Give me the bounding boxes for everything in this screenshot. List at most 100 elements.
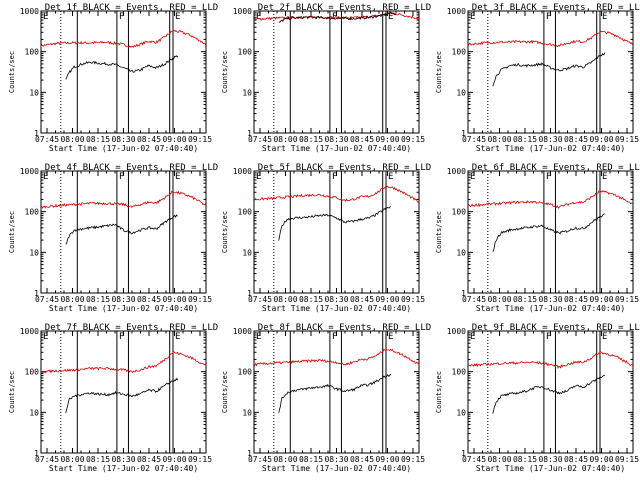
corner-marker-label: E [43, 172, 48, 182]
y-tick-label: 10 [242, 248, 252, 257]
y-tick-label: 1 [461, 289, 466, 298]
y-tick-label: 1000 [233, 7, 252, 16]
x-tick-label: 09:00 [162, 135, 186, 144]
y-tick-label: 1 [34, 129, 39, 138]
x-tick-label: 09:15 [401, 295, 425, 304]
x-tick-label: 09:15 [615, 135, 639, 144]
x-tick-label: 08:30 [324, 295, 348, 304]
lld-series-line [40, 29, 207, 48]
y-tick-label: 100 [238, 48, 253, 57]
event-marker-label: E [175, 332, 180, 342]
chart-title: Det 4f BLACK = Events, RED = LLD [45, 163, 218, 173]
events-series-line [278, 373, 392, 413]
chart-panel: Det 5f BLACK = Events, RED = LLD 1 10 100 10… [221, 163, 431, 313]
lld-series-line [253, 348, 420, 367]
event-marker-label: F [546, 12, 551, 22]
event-marker-label: E [388, 332, 393, 342]
y-tick-label: 1 [461, 129, 466, 138]
chart-title: Det 3f BLACK = Events, RED = LLD [472, 3, 640, 13]
y-tick-label: 100 [238, 368, 253, 377]
x-tick-label: 08:15 [86, 455, 110, 464]
plot-frame [467, 10, 634, 134]
x-tick-label: 08:00 [487, 295, 511, 304]
chart-panel: Det 8f BLACK = Events, RED = LLD 1 10 100 10… [221, 323, 431, 473]
x-tick-label: 09:00 [162, 455, 186, 464]
y-tick-label: 10 [242, 408, 252, 417]
x-tick-label: 08:00 [60, 135, 84, 144]
x-tick-label: 09:00 [375, 295, 399, 304]
event-marker-label: F [119, 172, 124, 182]
x-tick-label: 07:45 [462, 295, 486, 304]
x-tick-label: 08:45 [564, 135, 588, 144]
chart-title: Det 2f BLACK = Events, RED = LLD [258, 3, 431, 13]
y-tick-label: 10 [29, 408, 39, 417]
x-tick-label: 08:15 [513, 455, 537, 464]
x-tick-label: 09:00 [589, 455, 613, 464]
x-tick-label: 08:30 [538, 455, 562, 464]
y-tick-label: 1000 [233, 327, 252, 336]
y-axis-label: Counts/sec [8, 51, 16, 93]
x-axis-label: Start Time (17-Jun-02 07:40:40) [476, 304, 625, 313]
x-tick-label: 08:00 [60, 455, 84, 464]
event-marker-label: E [602, 12, 607, 22]
x-tick-label: 08:30 [324, 455, 348, 464]
y-tick-label: 1000 [20, 7, 39, 16]
y-tick-label: 100 [238, 208, 253, 217]
y-axis-label: Counts/sec [221, 211, 229, 253]
x-tick-label: 08:00 [487, 135, 511, 144]
event-marker-label: F [546, 172, 551, 182]
y-tick-label: 1 [34, 289, 39, 298]
event-marker-label: E [388, 12, 393, 22]
event-marker-label: F [119, 12, 124, 22]
y-tick-label: 1000 [447, 7, 466, 16]
x-tick-label: 08:45 [137, 295, 161, 304]
chart-panel: Det 1f BLACK = Events, RED = LLD 1 10 100 10… [8, 3, 218, 153]
x-tick-label: 08:00 [273, 135, 297, 144]
y-tick-label: 10 [29, 88, 39, 97]
event-marker-label: E [175, 172, 180, 182]
events-series-line [65, 55, 179, 80]
x-axis-label: Start Time (17-Jun-02 07:40:40) [476, 464, 625, 473]
event-marker-label: E [175, 12, 180, 22]
x-tick-label: 09:15 [401, 135, 425, 144]
y-tick-label: 1 [247, 129, 252, 138]
x-tick-label: 07:45 [462, 135, 486, 144]
x-tick-label: 08:00 [60, 295, 84, 304]
chart-title: Det 7f BLACK = Events, RED = LLD [45, 323, 218, 333]
plot-frame [467, 170, 634, 294]
y-tick-label: 1 [247, 289, 252, 298]
events-series-line [278, 206, 392, 241]
chart-title: Det 9f BLACK = Events, RED = LLD [472, 323, 640, 333]
event-marker-label: E [602, 332, 607, 342]
y-axis-label: Counts/sec [435, 211, 443, 253]
corner-marker-label: E [256, 172, 261, 182]
plot-frame [253, 330, 420, 454]
corner-marker-label: E [43, 12, 48, 22]
y-tick-label: 100 [452, 48, 467, 57]
plot-frame [40, 330, 207, 454]
y-tick-label: 100 [452, 208, 467, 217]
plot-frame [467, 330, 634, 454]
events-series-line [65, 214, 178, 245]
lld-series-line [467, 30, 634, 48]
events-series-line [492, 213, 606, 252]
x-tick-label: 09:15 [615, 455, 639, 464]
x-axis-label: Start Time (17-Jun-02 07:40:40) [49, 144, 198, 153]
chart-panel: Det 6f BLACK = Events, RED = LLD 1 10 100 10… [435, 163, 640, 313]
events-series-line [278, 11, 396, 23]
x-tick-label: 08:45 [350, 135, 374, 144]
x-tick-label: 07:45 [248, 135, 272, 144]
x-axis-label: Start Time (17-Jun-02 07:40:40) [49, 464, 198, 473]
x-axis-label: Start Time (17-Jun-02 07:40:40) [476, 144, 625, 153]
x-tick-label: 08:30 [111, 455, 135, 464]
x-tick-label: 08:45 [350, 295, 374, 304]
x-tick-label: 08:45 [350, 455, 374, 464]
event-marker-label: F [119, 332, 124, 342]
x-tick-label: 08:15 [299, 135, 323, 144]
y-tick-label: 1 [461, 449, 466, 458]
x-axis-label: Start Time (17-Jun-02 07:40:40) [262, 144, 411, 153]
plot-frame [253, 10, 420, 134]
x-tick-label: 08:30 [538, 295, 562, 304]
x-tick-label: 09:15 [188, 455, 212, 464]
